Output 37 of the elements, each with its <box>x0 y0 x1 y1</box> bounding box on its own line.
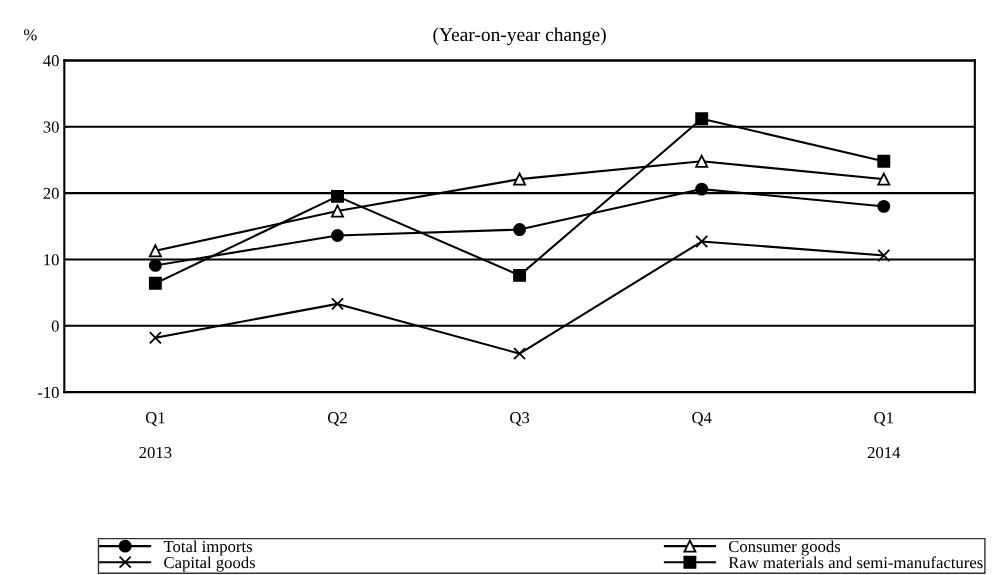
point <box>331 189 344 203</box>
legend-label: Total imports <box>163 540 252 556</box>
point <box>695 182 709 196</box>
point <box>148 244 162 258</box>
y-tick-label: 20 <box>43 187 59 200</box>
category-label: Q1 2013 <box>139 412 172 459</box>
y-tick-label: 40 <box>43 55 59 67</box>
point <box>877 172 891 186</box>
point <box>148 276 162 290</box>
legend-label: Capital goods <box>164 556 256 572</box>
point <box>695 112 709 126</box>
y-tick-label: 0 <box>51 320 59 332</box>
point <box>513 347 527 361</box>
point <box>513 268 527 282</box>
legend-label: Raw materials and semi-manufactures <box>728 556 983 569</box>
chart-title: (Year-on-year change) <box>433 27 606 46</box>
point <box>877 199 891 213</box>
x-tick-label: Q3 <box>510 412 530 426</box>
point <box>695 235 709 248</box>
point <box>331 229 344 243</box>
point <box>148 258 162 272</box>
x-tick-label: Q2 <box>327 412 347 426</box>
x-tick-label: Q4 <box>692 412 712 426</box>
point <box>877 154 891 168</box>
point <box>331 204 344 218</box>
legend-label: Consumer goods <box>728 540 841 556</box>
y-tick-label: 10 <box>44 254 59 266</box>
point <box>331 297 344 311</box>
point <box>513 172 527 186</box>
point <box>148 331 162 345</box>
point <box>877 248 891 262</box>
y-tick-label: 30 <box>43 121 59 133</box>
y-axis-title: % <box>23 29 37 41</box>
category-label: Q1 2014 <box>867 412 901 459</box>
point <box>513 223 527 237</box>
y-tick-label: -10 <box>37 386 59 399</box>
point <box>695 154 709 168</box>
